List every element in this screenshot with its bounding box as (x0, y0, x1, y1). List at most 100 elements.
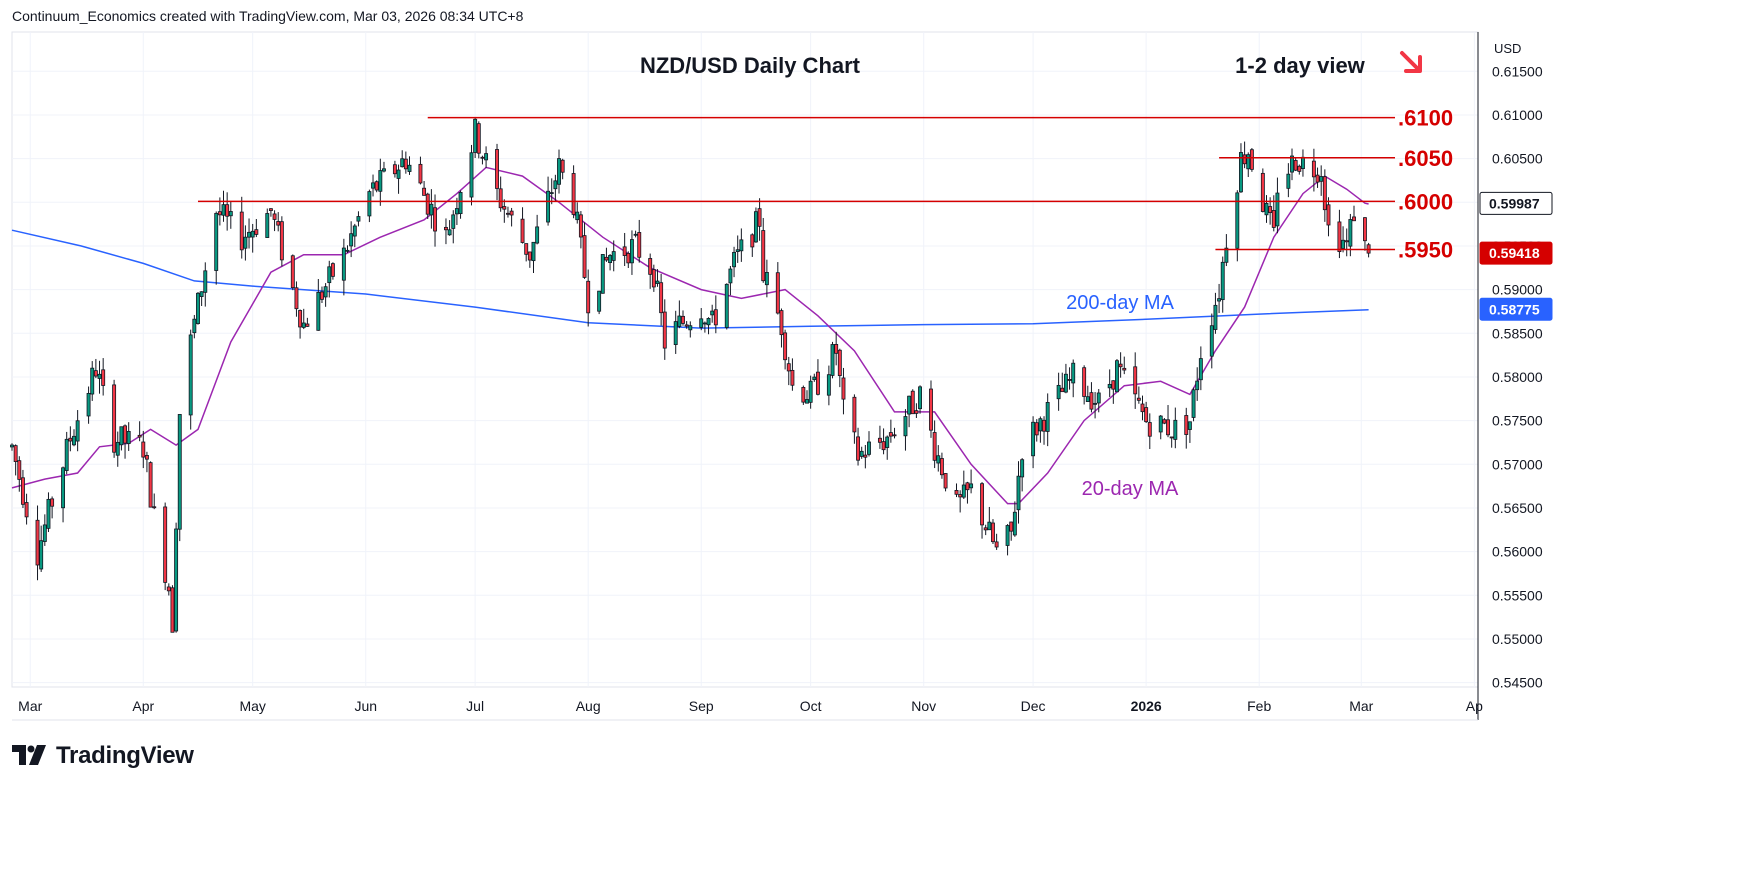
candle[interactable] (502, 199, 507, 223)
candle[interactable] (1319, 165, 1324, 196)
candle[interactable] (276, 212, 281, 232)
candle[interactable] (1217, 283, 1222, 314)
plot-area[interactable] (11, 31, 1479, 688)
candle[interactable] (1005, 524, 1010, 556)
candle[interactable] (50, 496, 55, 519)
candle[interactable] (1352, 205, 1356, 222)
candle[interactable] (349, 221, 354, 258)
candle[interactable] (447, 220, 452, 236)
candle[interactable] (320, 286, 324, 304)
candle[interactable] (954, 483, 959, 498)
candle[interactable] (1031, 416, 1036, 469)
candle[interactable] (396, 164, 401, 194)
candle[interactable] (152, 493, 157, 510)
candle[interactable] (637, 219, 642, 263)
candle[interactable] (345, 245, 350, 253)
candle[interactable] (72, 429, 76, 447)
tradingview-brand[interactable]: TradingView (12, 742, 194, 770)
candle[interactable] (1275, 177, 1280, 234)
candle[interactable] (418, 156, 423, 185)
candle[interactable] (1136, 386, 1141, 404)
candle[interactable] (1063, 363, 1068, 394)
candle[interactable] (316, 278, 321, 331)
candle[interactable] (86, 386, 91, 424)
candle[interactable] (939, 452, 944, 479)
candle[interactable] (524, 243, 529, 262)
candle[interactable] (506, 206, 510, 218)
candle[interactable] (1173, 407, 1178, 449)
candle[interactable] (600, 254, 605, 294)
candle[interactable] (1322, 169, 1327, 222)
candle[interactable] (655, 269, 660, 287)
candle[interactable] (885, 435, 890, 460)
candle[interactable] (710, 304, 715, 323)
candle[interactable] (144, 451, 149, 473)
candle[interactable] (20, 469, 25, 509)
candle[interactable] (1133, 352, 1138, 409)
candle[interactable] (815, 359, 820, 396)
candle[interactable] (841, 367, 846, 415)
candle[interactable] (1085, 385, 1090, 402)
candle[interactable] (553, 174, 558, 202)
candle[interactable] (480, 155, 485, 165)
candle[interactable] (352, 223, 357, 248)
candle[interactable] (35, 505, 40, 581)
candle[interactable] (1042, 416, 1046, 445)
candle[interactable] (535, 214, 540, 245)
candle[interactable] (983, 524, 988, 536)
candle[interactable] (662, 299, 667, 360)
candle[interactable] (279, 216, 284, 267)
candle[interactable] (1220, 256, 1225, 313)
candle[interactable] (192, 314, 197, 339)
candle[interactable] (1290, 148, 1294, 181)
candle[interactable] (298, 309, 303, 339)
candle[interactable] (97, 360, 102, 394)
candle[interactable] (17, 456, 22, 492)
candle[interactable] (688, 321, 693, 338)
candle[interactable] (1242, 141, 1247, 169)
candle[interactable] (451, 210, 456, 244)
candle[interactable] (527, 251, 532, 268)
candle[interactable] (575, 202, 580, 224)
candle[interactable] (254, 218, 259, 238)
candle[interactable] (1115, 359, 1119, 393)
candle[interactable] (903, 409, 908, 451)
candle[interactable] (786, 356, 791, 386)
candle[interactable] (243, 225, 248, 261)
candle[interactable] (557, 149, 561, 194)
candle[interactable] (961, 470, 966, 499)
candle[interactable] (454, 197, 459, 225)
candle[interactable] (214, 211, 219, 285)
candle[interactable] (1045, 393, 1050, 447)
candle[interactable] (247, 218, 251, 249)
candle[interactable] (119, 426, 124, 451)
candle[interactable] (13, 444, 18, 476)
candle[interactable] (852, 394, 857, 444)
candle[interactable] (148, 461, 153, 508)
candle[interactable] (753, 207, 758, 243)
candle[interactable] (1246, 152, 1251, 178)
candle[interactable] (1341, 226, 1346, 253)
candle[interactable] (611, 240, 616, 272)
candle[interactable] (1198, 346, 1203, 391)
candle[interactable] (826, 365, 831, 406)
candle[interactable] (1311, 148, 1316, 192)
candle[interactable] (1297, 164, 1302, 175)
candle[interactable] (39, 525, 44, 572)
candle[interactable] (429, 189, 434, 229)
candle[interactable] (808, 375, 813, 409)
candle[interactable] (604, 247, 609, 262)
candle[interactable] (1020, 458, 1025, 492)
candle[interactable] (268, 208, 273, 217)
candle[interactable] (403, 151, 408, 174)
candle[interactable] (1191, 387, 1196, 422)
candle[interactable] (221, 190, 226, 222)
candle[interactable] (1315, 167, 1320, 188)
candle[interactable] (888, 419, 893, 443)
candle[interactable] (250, 223, 255, 253)
candle[interactable] (101, 358, 106, 396)
candle[interactable] (484, 146, 489, 169)
candle[interactable] (1096, 388, 1101, 413)
candle[interactable] (673, 310, 678, 354)
candle[interactable] (1060, 372, 1065, 393)
